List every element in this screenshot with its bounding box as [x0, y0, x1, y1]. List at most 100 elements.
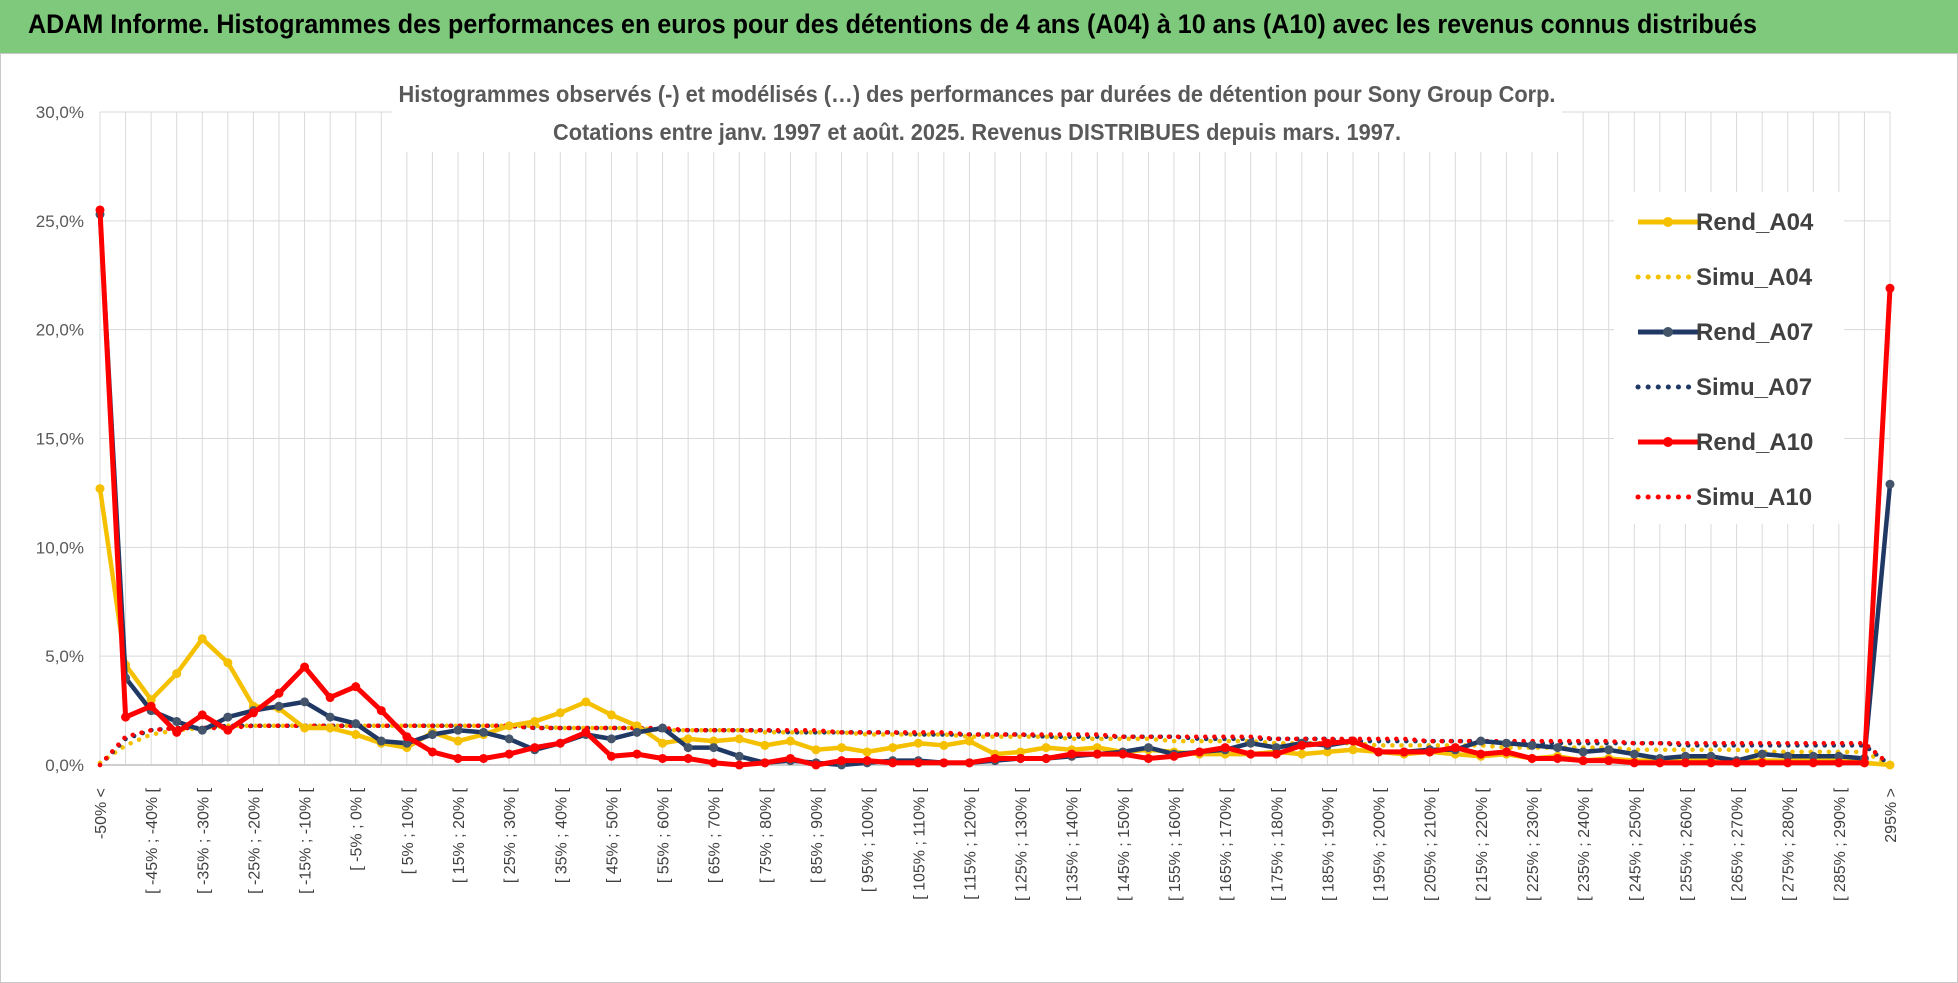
y-tick-label: 15,0%	[36, 430, 84, 449]
x-tick-label: [ 45% ; 50% [	[604, 787, 621, 883]
data-point-Rend_A07	[632, 727, 642, 737]
data-point-Rend_A04	[785, 736, 795, 746]
data-point-Rend_A04	[453, 736, 463, 746]
data-point-Rend_A10	[785, 753, 795, 763]
x-tick-label: [ 175% ; 180% [	[1269, 787, 1286, 901]
data-point-Rend_A04	[760, 740, 770, 750]
data-point-Rend_A04	[1348, 745, 1358, 755]
data-point-Rend_A04	[939, 740, 949, 750]
x-tick-label: [ -15% ; -10% [	[298, 787, 315, 893]
data-point-Rend_A10	[1322, 738, 1332, 748]
data-point-Rend_A10	[504, 749, 514, 759]
data-point-Rend_A04	[632, 721, 642, 731]
x-tick-label: [ 95% ; 100% [	[860, 787, 877, 892]
data-point-Rend_A10	[1655, 758, 1665, 768]
x-tick-label: [ 265% ; 270% [	[1730, 787, 1747, 901]
data-point-Rend_A04	[581, 697, 591, 707]
x-tick-label: [ 205% ; 210% [	[1423, 787, 1440, 901]
data-point-Rend_A10	[1732, 758, 1742, 768]
data-point-Rend_A10	[1195, 747, 1205, 757]
data-point-Rend_A07	[1476, 736, 1486, 746]
data-point-Rend_A10	[1016, 753, 1026, 763]
data-point-Rend_A07	[325, 712, 335, 722]
data-point-Rend_A10	[453, 753, 463, 763]
data-point-Rend_A04	[1885, 760, 1895, 770]
legend: Rend_A04 Simu_A04 Rend_A07 Simu_A07 Rend_A10…	[1635, 209, 1814, 511]
data-point-Rend_A10	[709, 758, 719, 768]
data-point-Rend_A07	[1553, 743, 1563, 753]
data-point-Rend_A10	[734, 760, 744, 770]
data-point-Rend_A10	[248, 708, 258, 718]
data-point-Rend_A07	[1680, 751, 1690, 761]
data-point-Rend_A07	[1757, 749, 1767, 759]
data-point-Rend_A10	[1859, 758, 1869, 768]
x-tick-label: [ 55% ; 60% [	[656, 787, 673, 883]
data-point-Rend_A07	[709, 743, 719, 753]
data-point-Rend_A07	[1706, 751, 1716, 761]
data-point-Rend_A07	[479, 727, 489, 737]
data-point-Rend_A04	[862, 747, 872, 757]
data-point-Rend_A10	[1092, 749, 1102, 759]
data-point-Rend_A04	[913, 738, 923, 748]
data-point-Rend_A04	[888, 743, 898, 753]
x-tick-label: [ -45% ; -40% [	[144, 787, 161, 893]
data-point-Rend_A10	[146, 701, 156, 711]
data-point-Rend_A07	[1271, 743, 1281, 753]
data-point-Rend_A07	[402, 738, 412, 748]
legend-marker-Rend_A07	[1663, 327, 1673, 337]
legend-label-Simu_A07: Simu_A07	[1696, 374, 1812, 401]
x-tick-label: [ 165% ; 170% [	[1218, 787, 1235, 901]
data-point-Rend_A10	[376, 706, 386, 716]
data-point-Rend_A07	[1578, 747, 1588, 757]
data-point-Rend_A04	[964, 736, 974, 746]
x-tick-label: [ 35% ; 40% [	[553, 787, 570, 883]
data-point-Rend_A10	[1553, 753, 1563, 763]
x-tick-label: [ 225% ; 230% [	[1525, 787, 1542, 901]
data-point-Rend_A10	[1220, 743, 1230, 753]
data-point-Rend_A10	[95, 205, 105, 215]
data-point-Rend_A04	[504, 721, 514, 731]
data-point-Rend_A10	[300, 662, 310, 672]
data-point-Rend_A10	[1348, 736, 1358, 746]
data-point-Rend_A07	[376, 736, 386, 746]
data-point-Rend_A07	[351, 719, 361, 729]
data-point-Rend_A07	[274, 701, 284, 711]
data-point-Rend_A04	[606, 710, 616, 720]
data-point-Rend_A10	[427, 747, 437, 757]
x-tick-label: 295% >	[1883, 788, 1900, 843]
data-point-Rend_A10	[223, 725, 233, 735]
x-tick-label: [ 245% ; 250% [	[1627, 787, 1644, 901]
data-point-Rend_A04	[300, 723, 310, 733]
x-axis-ticks: -50% < [ -45% ; -40% [[ -35% ; -30% [[ -2…	[93, 787, 1900, 901]
data-point-Rend_A10	[1118, 749, 1128, 759]
data-point-Rend_A10	[632, 749, 642, 759]
data-point-Rend_A10	[1578, 756, 1588, 766]
x-tick-label: [ 125% ; 130% [	[1014, 787, 1031, 901]
data-point-Rend_A10	[1834, 758, 1844, 768]
y-tick-label: 5,0%	[45, 647, 84, 666]
data-point-Rend_A07	[734, 751, 744, 761]
data-point-Rend_A10	[351, 682, 361, 692]
x-tick-label: [ 195% ; 200% [	[1372, 787, 1389, 901]
series-lines	[95, 205, 1895, 770]
data-point-Rend_A10	[1297, 740, 1307, 750]
data-point-Rend_A10	[1143, 753, 1153, 763]
data-point-Rend_A07	[658, 723, 668, 733]
data-point-Rend_A04	[734, 734, 744, 744]
data-point-Rend_A07	[427, 730, 437, 740]
data-point-Rend_A10	[939, 758, 949, 768]
data-point-Rend_A10	[1476, 749, 1486, 759]
legend-label-Rend_A10: Rend_A10	[1696, 429, 1813, 456]
data-point-Rend_A10	[172, 727, 182, 737]
x-tick-label: [ 75% ; 80% [	[758, 787, 775, 883]
x-tick-label: [ -25% ; -20% [	[246, 787, 263, 893]
data-point-Rend_A04	[1297, 749, 1307, 759]
data-point-Rend_A07	[197, 725, 207, 735]
data-point-Rend_A07	[223, 712, 233, 722]
data-point-Rend_A10	[1246, 749, 1256, 759]
legend-label-Simu_A10: Simu_A10	[1696, 484, 1812, 511]
x-tick-label: [ 235% ; 240% [	[1576, 787, 1593, 901]
data-point-Rend_A10	[683, 753, 693, 763]
report-banner: ADAM Informe. Histogrammes des performan…	[0, 0, 1958, 53]
data-point-Rend_A10	[1629, 758, 1639, 768]
